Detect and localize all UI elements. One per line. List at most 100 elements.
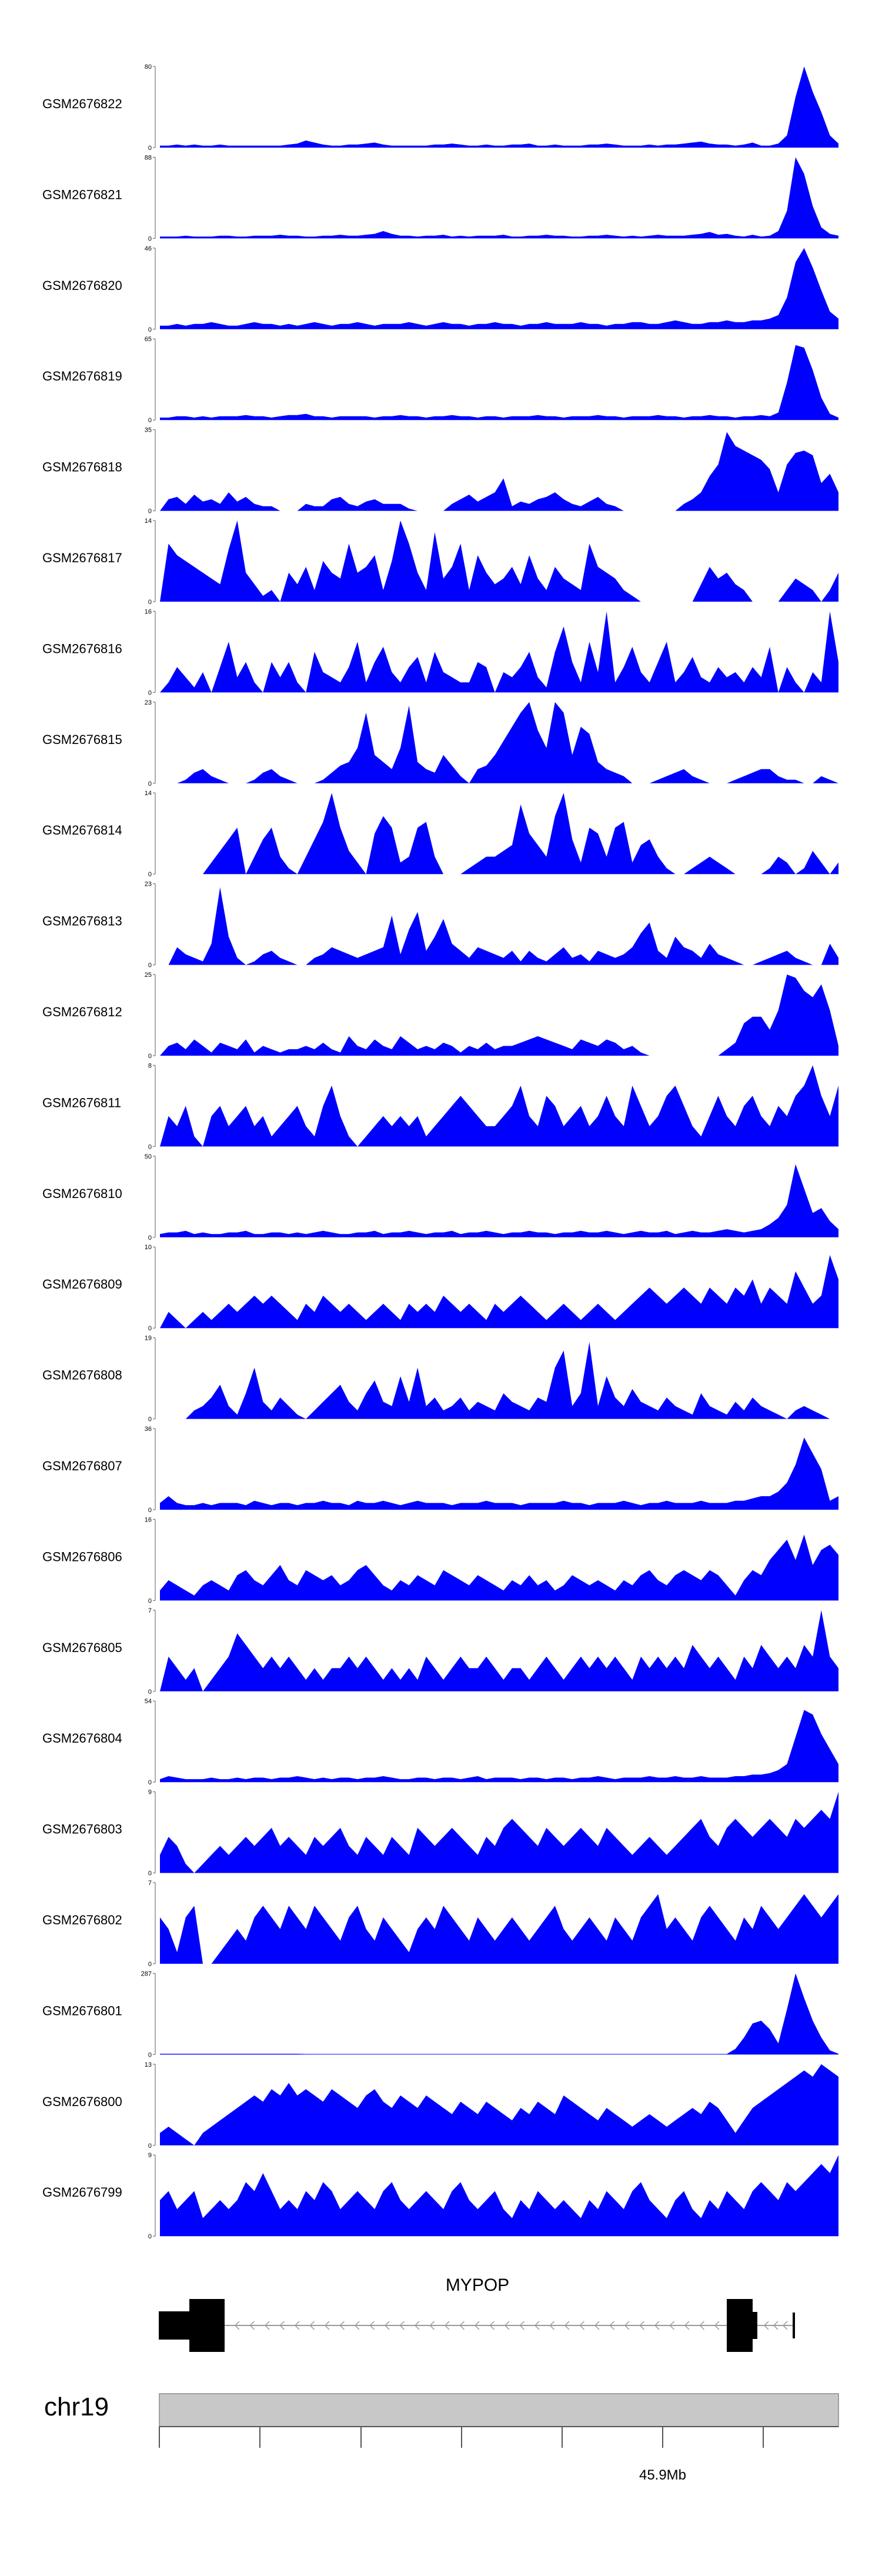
- strand-arrow: [459, 2321, 465, 2330]
- track-label: GSM2676802: [42, 1913, 122, 1927]
- y-max-label: 35: [145, 427, 152, 434]
- gene-label: MYPOP: [446, 2275, 509, 2295]
- track-GSM2676821: GSM2676821 88 0: [42, 154, 838, 242]
- y-max-label: 36: [145, 1426, 152, 1433]
- coverage-area: [160, 2155, 838, 2237]
- y-min-label: 0: [148, 962, 152, 969]
- y-min-label: 0: [148, 235, 152, 242]
- track-GSM2676816: GSM2676816 16 0: [42, 608, 838, 696]
- strand-arrow: [399, 2321, 405, 2330]
- strand-arrow: [354, 2321, 360, 2330]
- track-label: GSM2676801: [42, 2003, 122, 2018]
- y-max-label: 10: [145, 1244, 152, 1251]
- coverage-area: [160, 793, 838, 875]
- track-GSM2676806: GSM2676806 16 0: [42, 1516, 838, 1604]
- coverage-area: [160, 1437, 838, 1510]
- coverage-area: [160, 520, 838, 602]
- y-max-label: 7: [148, 1607, 152, 1614]
- y-min-label: 0: [148, 1779, 152, 1786]
- track-GSM2676811: GSM2676811 8 0: [42, 1062, 838, 1150]
- strand-arrow: [279, 2321, 285, 2330]
- coverage-area: [160, 1255, 838, 1329]
- y-max-label: 88: [145, 154, 152, 161]
- coverage-area: [160, 2064, 838, 2145]
- y-max-label: 50: [145, 1153, 152, 1160]
- y-min-label: 0: [148, 1143, 152, 1150]
- y-min-label: 0: [148, 2143, 152, 2150]
- track-label: GSM2676808: [42, 1368, 122, 1383]
- strand-arrow: [534, 2321, 540, 2330]
- track-GSM2676812: GSM2676812 25 0: [42, 972, 838, 1060]
- strand-arrow: [609, 2321, 615, 2330]
- strand-arrow: [369, 2321, 375, 2330]
- track-GSM2676800: GSM2676800 13 0: [42, 2061, 838, 2150]
- coverage-tracks: GSM2676822800GSM2676821880GSM2676820460G…: [42, 64, 838, 2240]
- track-label: GSM2676812: [42, 1005, 122, 1019]
- track-label: GSM2676810: [42, 1186, 122, 1201]
- track-GSM2676822: GSM2676822 80 0: [42, 64, 838, 152]
- chromosome-label: chr19: [44, 2393, 109, 2421]
- y-min-label: 0: [148, 1689, 152, 1696]
- strand-arrow: [564, 2321, 570, 2330]
- track-GSM2676804: GSM2676804 54 0: [42, 1698, 838, 1786]
- exon-right-cds: [727, 2299, 753, 2352]
- coverage-area: [160, 887, 838, 965]
- y-min-label: 0: [148, 1053, 152, 1060]
- strand-arrow: [763, 2321, 769, 2330]
- y-max-label: 14: [145, 790, 152, 797]
- strand-arrow: [249, 2321, 255, 2330]
- y-max-label: 19: [145, 1335, 152, 1342]
- track-label: GSM2676818: [42, 460, 122, 475]
- track-label: GSM2676803: [42, 1822, 122, 1837]
- y-max-label: 9: [148, 2152, 152, 2159]
- y-min-label: 0: [148, 599, 152, 606]
- strand-arrow: [489, 2321, 495, 2330]
- track-GSM2676813: GSM2676813 23 0: [42, 881, 838, 969]
- exon-right-utr: [751, 2312, 757, 2339]
- y-min-label: 0: [148, 689, 152, 696]
- coverage-area: [160, 432, 838, 511]
- exon-left-utr: [159, 2311, 191, 2340]
- y-min-label: 0: [148, 2233, 152, 2240]
- y-max-label: 14: [145, 518, 152, 525]
- strand-arrow: [549, 2321, 555, 2330]
- coverage-area: [160, 1065, 838, 1147]
- track-label: GSM2676820: [42, 278, 122, 293]
- track-GSM2676807: GSM2676807 36 0: [42, 1426, 838, 1514]
- y-min-label: 0: [148, 326, 152, 333]
- coverage-area: [160, 1342, 838, 1419]
- coverage-area: [160, 66, 838, 148]
- coverage-area: [160, 1164, 838, 1237]
- y-max-label: 287: [141, 1970, 152, 1977]
- y-max-label: 23: [145, 881, 152, 888]
- track-label: GSM2676819: [42, 369, 122, 383]
- track-label: GSM2676821: [42, 187, 122, 202]
- y-min-label: 0: [148, 417, 152, 424]
- strand-arrow: [414, 2321, 420, 2330]
- track-GSM2676808: GSM2676808 19 0: [42, 1335, 838, 1423]
- strand-arrow: [639, 2321, 645, 2330]
- strand-arrow: [714, 2321, 720, 2330]
- track-label: GSM2676804: [42, 1731, 122, 1746]
- y-max-label: 9: [148, 1789, 152, 1796]
- track-label: GSM2676806: [42, 1549, 122, 1564]
- y-max-label: 46: [145, 245, 152, 252]
- track-GSM2676801: GSM2676801 287 0: [42, 1970, 838, 2058]
- strand-arrow: [339, 2321, 345, 2330]
- exon-left-cds: [189, 2299, 225, 2352]
- y-max-label: 16: [145, 608, 152, 615]
- coverage-area: [160, 611, 838, 693]
- strand-arrow: [669, 2321, 675, 2330]
- strand-arrow: [594, 2321, 600, 2330]
- strand-arrow: [309, 2321, 315, 2330]
- track-label: GSM2676809: [42, 1277, 122, 1292]
- strand-arrow: [504, 2321, 510, 2330]
- y-min-label: 0: [148, 1325, 152, 1332]
- strand-arrow: [624, 2321, 630, 2330]
- coverage-area: [160, 1534, 838, 1601]
- track-GSM2676814: GSM2676814 14 0: [42, 790, 838, 878]
- coverage-area: [160, 1894, 838, 1964]
- y-min-label: 0: [148, 145, 152, 152]
- y-min-label: 0: [148, 1597, 152, 1604]
